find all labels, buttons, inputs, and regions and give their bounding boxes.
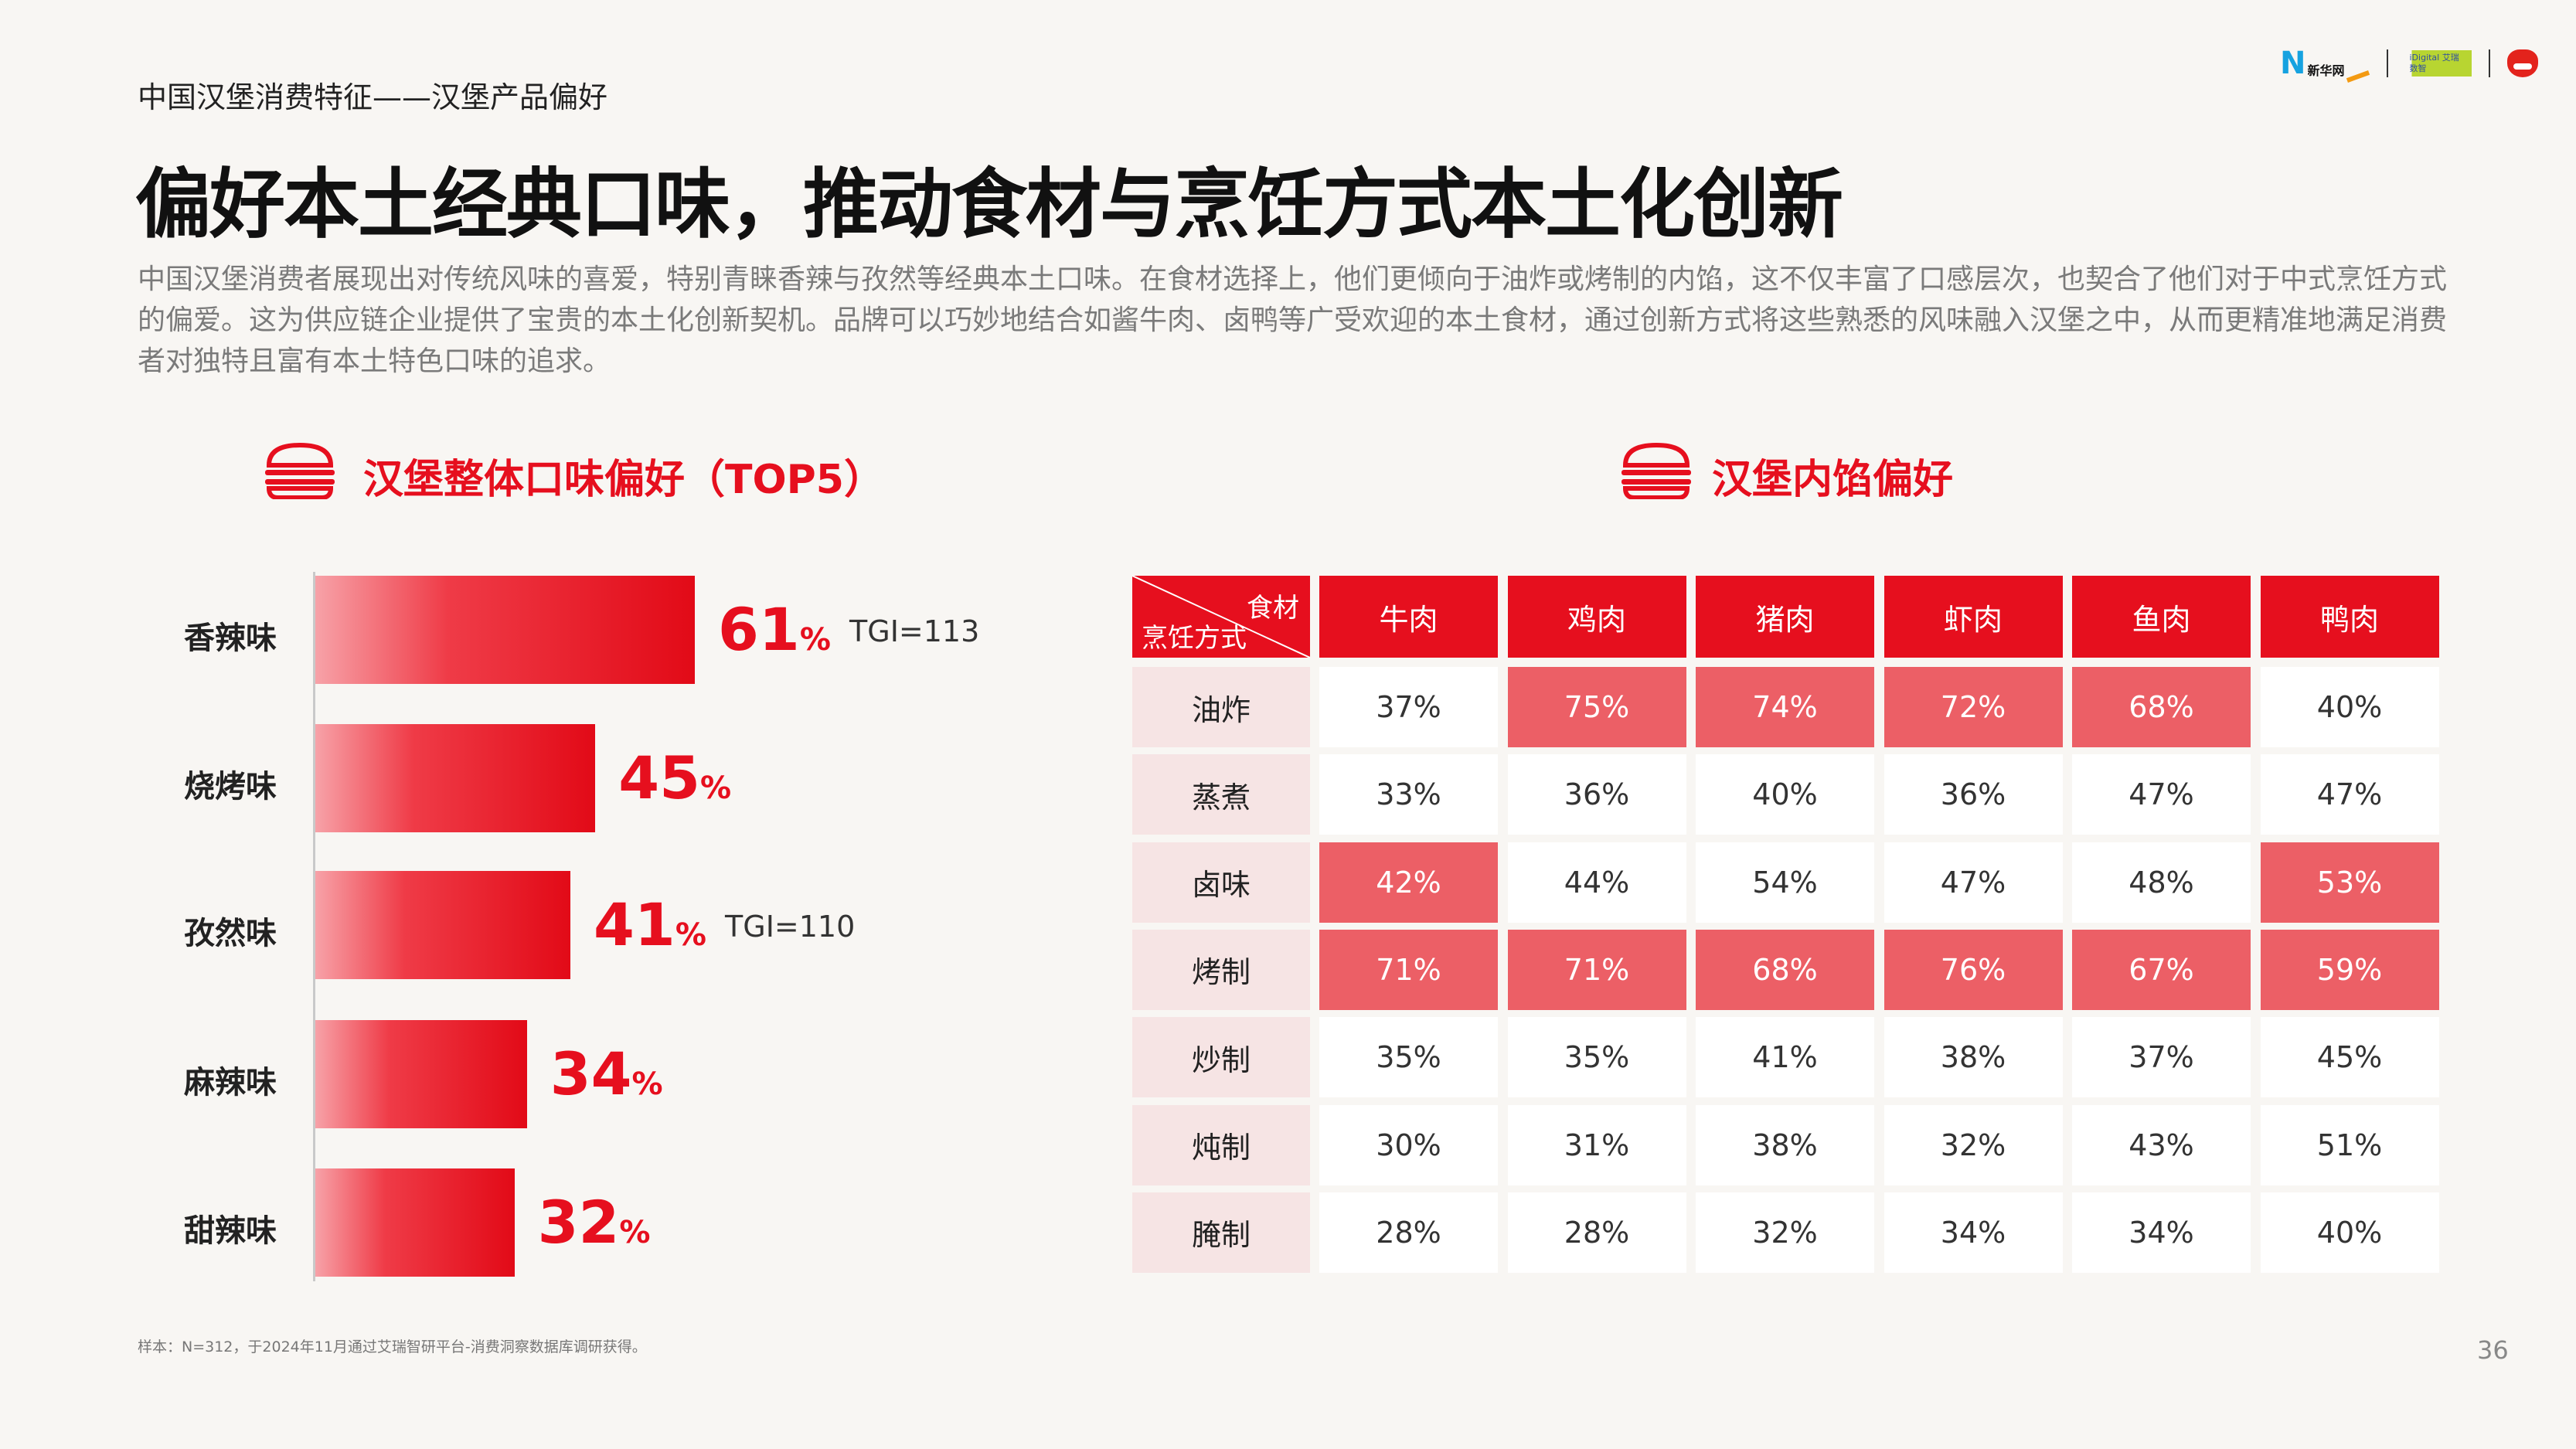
table-cell: 40% xyxy=(2260,1192,2439,1273)
table-cell: 68% xyxy=(2072,667,2251,747)
table-cell: 37% xyxy=(1319,667,1498,747)
bar-value: 34% xyxy=(550,1039,663,1108)
filling-table-heading: 汉堡内馅偏好 xyxy=(1712,457,1954,503)
table-cell: 36% xyxy=(1507,754,1686,835)
bar-label: 甜辣味 xyxy=(184,1213,277,1249)
intro-paragraph: 中国汉堡消费者展现出对传统风味的喜爱，特别青睐香辣与孜然等经典本土口味。在食材选… xyxy=(138,264,2448,377)
table-cell: 74% xyxy=(1696,667,1874,747)
table-cell: 35% xyxy=(1319,1017,1498,1098)
table-cell: 47% xyxy=(2072,754,2251,835)
table-cell: 38% xyxy=(1884,1017,2063,1098)
table-cell: 38% xyxy=(1696,1104,1874,1185)
column-header: 虾肉 xyxy=(1884,576,2063,658)
logo-bar: N 新华网 iDigital 艾瑞数智 xyxy=(2280,48,2538,83)
corner-label-ingredient: 食材 xyxy=(1247,593,1299,624)
row-label: 腌制 xyxy=(1132,1192,1310,1273)
table-cell: 36% xyxy=(1884,754,2063,835)
table-cell: 47% xyxy=(2260,754,2439,835)
table-cell: 54% xyxy=(1696,842,1874,923)
table-cell: 72% xyxy=(1884,667,2063,747)
table-cell: 33% xyxy=(1319,754,1498,835)
bar-label: 香辣味 xyxy=(184,621,277,656)
table-cell: 37% xyxy=(2072,1017,2251,1098)
table-cell: 71% xyxy=(1319,929,1498,1010)
footnote: 样本：N=312，于2024年11月通过艾瑞智研平台-消费洞察数据库调研获得。 xyxy=(138,1338,647,1355)
table-cell: 31% xyxy=(1507,1104,1686,1185)
table-cell: 28% xyxy=(1507,1192,1686,1273)
table-cell: 44% xyxy=(1507,842,1686,923)
table-cell: 28% xyxy=(1319,1192,1498,1273)
table-cell: 32% xyxy=(1696,1192,1874,1273)
row-label: 卤味 xyxy=(1132,842,1310,923)
column-header: 鸡肉 xyxy=(1507,576,1686,658)
table-cell: 59% xyxy=(2260,929,2439,1010)
column-header: 牛肉 xyxy=(1319,576,1498,658)
table-cell: 40% xyxy=(1696,754,1874,835)
table-cell: 67% xyxy=(2072,929,2251,1010)
row-label: 油炸 xyxy=(1132,667,1310,747)
page-title: 偏好本土经典口味，推动食材与烹饪方式本土化创新 xyxy=(135,161,1843,249)
section-subtitle: 中国汉堡消费特征——汉堡产品偏好 xyxy=(138,80,608,114)
table-corner-cell: 食材 烹饪方式 xyxy=(1132,576,1310,658)
bar xyxy=(315,871,571,979)
column-header: 鱼肉 xyxy=(2072,576,2251,658)
bar-value: 32% xyxy=(537,1188,651,1257)
table-cell: 45% xyxy=(2260,1017,2439,1098)
column-header: 猪肉 xyxy=(1696,576,1874,658)
bar-value: 41% xyxy=(594,890,706,959)
table-cell: 75% xyxy=(1507,667,1686,747)
table-cell: 34% xyxy=(1884,1192,2063,1273)
divider xyxy=(2386,49,2388,77)
xinhua-logo: N 新华网 xyxy=(2280,48,2370,83)
bar-value: 45% xyxy=(618,743,732,812)
table-cell: 35% xyxy=(1507,1017,1686,1098)
table-cell: 76% xyxy=(1884,929,2063,1010)
column-header: 鸭肉 xyxy=(2260,576,2439,658)
row-label: 烤制 xyxy=(1132,929,1310,1010)
divider xyxy=(2488,49,2490,77)
row-label: 蒸煮 xyxy=(1132,754,1310,835)
tgi-annotation: TGI=110 xyxy=(725,910,856,944)
table-cell: 53% xyxy=(2260,842,2439,923)
bar-label: 麻辣味 xyxy=(184,1065,277,1100)
idigital-logo: iDigital 艾瑞数智 xyxy=(2404,50,2472,77)
burger-icon xyxy=(265,442,335,499)
table-cell: 30% xyxy=(1319,1104,1498,1185)
bar xyxy=(315,1168,515,1277)
row-label: 炖制 xyxy=(1132,1104,1310,1185)
table-cell: 71% xyxy=(1507,929,1686,1010)
table-cell: 34% xyxy=(2072,1192,2251,1273)
tgi-annotation: TGI=113 xyxy=(849,614,980,648)
table-cell: 51% xyxy=(2260,1104,2439,1185)
chart-axis xyxy=(313,572,315,1281)
taste-chart-heading: 汉堡整体口味偏好（TOP5） xyxy=(363,457,884,503)
row-label: 炒制 xyxy=(1132,1017,1310,1098)
table-cell: 32% xyxy=(1884,1104,2063,1185)
table-cell: 68% xyxy=(1696,929,1874,1010)
bar xyxy=(315,1020,527,1128)
bar xyxy=(315,576,696,684)
table-cell: 43% xyxy=(2072,1104,2251,1185)
page-number: 36 xyxy=(2477,1335,2509,1365)
mascot-logo xyxy=(2506,49,2538,77)
bar-value: 61% xyxy=(718,595,831,664)
table-cell: 48% xyxy=(2072,842,2251,923)
table-cell: 40% xyxy=(2260,667,2439,747)
bar xyxy=(315,724,596,832)
table-cell: 41% xyxy=(1696,1017,1874,1098)
table-cell: 47% xyxy=(1884,842,2063,923)
table-cell: 42% xyxy=(1319,842,1498,923)
burger-icon xyxy=(1621,442,1691,499)
bar-label: 孜然味 xyxy=(184,916,277,951)
corner-label-method: 烹饪方式 xyxy=(1142,623,1247,654)
bar-label: 烧烤味 xyxy=(184,769,277,804)
